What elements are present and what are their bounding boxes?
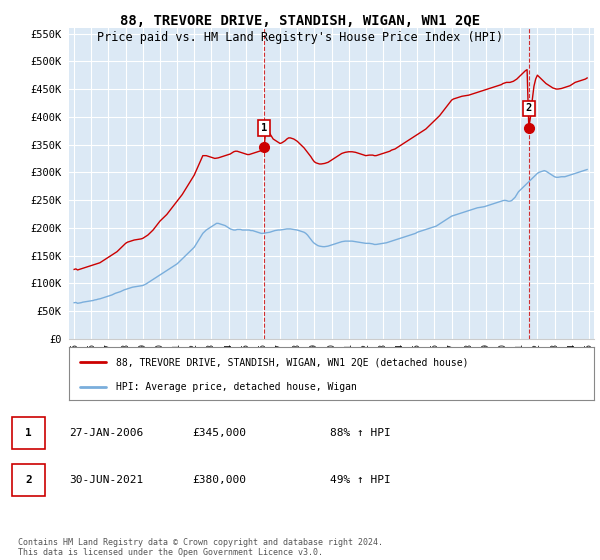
Text: 1: 1 xyxy=(261,123,267,133)
Text: £380,000: £380,000 xyxy=(192,475,246,485)
Text: Contains HM Land Registry data © Crown copyright and database right 2024.
This d: Contains HM Land Registry data © Crown c… xyxy=(18,538,383,557)
Text: HPI: Average price, detached house, Wigan: HPI: Average price, detached house, Wiga… xyxy=(116,382,357,392)
Text: 27-JAN-2006: 27-JAN-2006 xyxy=(69,428,143,438)
Text: 88% ↑ HPI: 88% ↑ HPI xyxy=(330,428,391,438)
Text: £345,000: £345,000 xyxy=(192,428,246,438)
Text: 2: 2 xyxy=(526,104,532,114)
Text: 88, TREVORE DRIVE, STANDISH, WIGAN, WN1 2QE (detached house): 88, TREVORE DRIVE, STANDISH, WIGAN, WN1 … xyxy=(116,357,469,367)
Text: 88, TREVORE DRIVE, STANDISH, WIGAN, WN1 2QE: 88, TREVORE DRIVE, STANDISH, WIGAN, WN1 … xyxy=(120,14,480,28)
Text: 1: 1 xyxy=(25,428,32,438)
Text: Price paid vs. HM Land Registry's House Price Index (HPI): Price paid vs. HM Land Registry's House … xyxy=(97,31,503,44)
Text: 49% ↑ HPI: 49% ↑ HPI xyxy=(330,475,391,485)
Text: 30-JUN-2021: 30-JUN-2021 xyxy=(69,475,143,485)
FancyBboxPatch shape xyxy=(12,464,45,496)
Text: 2: 2 xyxy=(25,475,32,485)
FancyBboxPatch shape xyxy=(12,417,45,449)
